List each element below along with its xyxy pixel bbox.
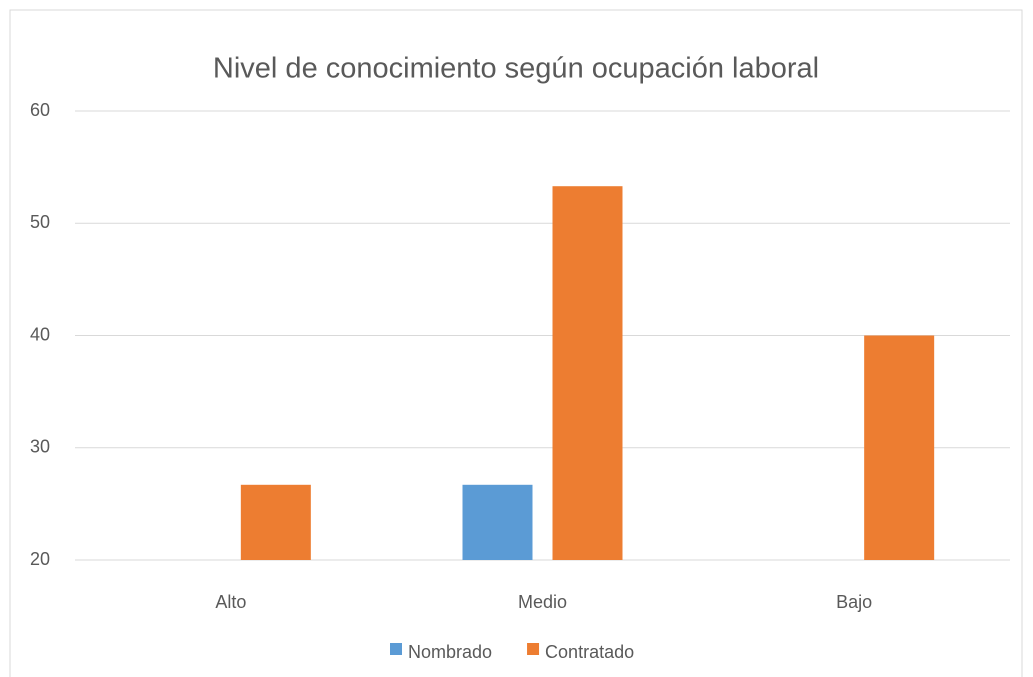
legend-label: Nombrado bbox=[408, 642, 492, 662]
x-tick-label: Medio bbox=[518, 592, 567, 612]
x-tick-label: Alto bbox=[215, 592, 246, 612]
y-tick-label: 50 bbox=[30, 212, 50, 232]
x-tick-label: Bajo bbox=[836, 592, 872, 612]
legend-swatch bbox=[527, 643, 540, 655]
y-tick-label: 60 bbox=[30, 100, 50, 120]
bar bbox=[462, 484, 533, 560]
y-tick-label: 30 bbox=[30, 437, 50, 457]
chart-title: Nivel de conocimiento según ocupación la… bbox=[213, 53, 819, 85]
chart-border bbox=[9, 9, 1023, 677]
y-tick-label: 40 bbox=[30, 324, 50, 344]
bar bbox=[552, 186, 623, 560]
legend-label: Contratado bbox=[545, 642, 634, 662]
bar bbox=[240, 484, 311, 560]
bar bbox=[864, 335, 935, 560]
y-tick-label: 20 bbox=[30, 549, 50, 569]
legend-swatch bbox=[390, 643, 402, 655]
